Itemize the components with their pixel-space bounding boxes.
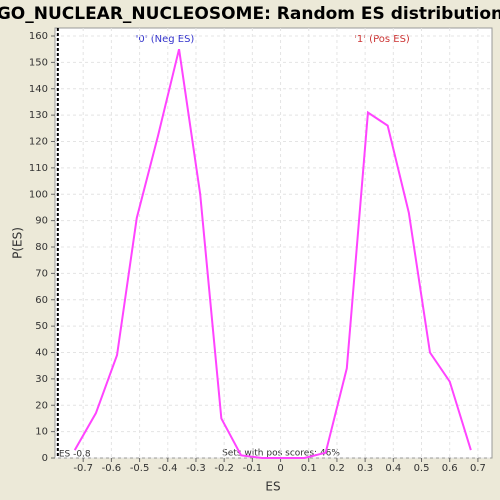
x-tick-label: -0.6	[102, 463, 122, 474]
y-tick-label: 50	[35, 321, 48, 332]
y-tick-label: 80	[35, 242, 48, 253]
x-tick-label: 0.2	[329, 463, 345, 474]
chart-title: GO_NUCLEAR_NUCLEOSOME: Random ES distrib…	[0, 4, 500, 24]
y-tick-label: 70	[35, 268, 48, 279]
x-tick-label: 0	[277, 463, 283, 474]
y-tick-label: 60	[35, 295, 48, 306]
pos-annotation: '1' (Pos ES)	[354, 34, 410, 45]
y-tick-label: 20	[35, 400, 48, 411]
es-marker-label: ES -0.8	[59, 450, 91, 460]
x-tick-label: 0.5	[414, 463, 430, 474]
x-tick-label: -0.5	[130, 463, 150, 474]
y-tick-label: 0	[42, 453, 48, 464]
y-tick-label: 150	[29, 57, 48, 68]
y-tick-label: 130	[29, 110, 48, 121]
y-tick-label: 160	[29, 31, 48, 42]
y-tick-label: 30	[35, 374, 48, 385]
y-tick-label: 10	[35, 427, 48, 438]
x-axis-label: ES	[265, 480, 280, 494]
x-tick-label: 0.6	[442, 463, 458, 474]
y-tick-label: 40	[35, 348, 48, 359]
x-tick-label: -0.4	[158, 463, 178, 474]
x-tick-label: 0.3	[357, 463, 373, 474]
footnote: Sets with pos scores: 46%	[222, 449, 340, 459]
es-line	[73, 48, 472, 459]
y-tick-label: 140	[29, 84, 48, 95]
y-axis-label: P(ES)	[11, 227, 25, 259]
x-tick-label: 0.1	[301, 463, 317, 474]
x-tick-label: -0.7	[73, 463, 93, 474]
x-tick-label: -0.2	[214, 463, 234, 474]
neg-annotation: '0' (Neg ES)	[136, 34, 195, 45]
y-tick-label: 100	[29, 189, 48, 200]
x-tick-label: 0.7	[470, 463, 486, 474]
plot-area	[54, 27, 493, 459]
y-tick-label: 120	[29, 137, 48, 148]
y-tick-label: 110	[29, 163, 48, 174]
x-tick-label: 0.4	[385, 463, 401, 474]
x-tick-label: -0.3	[186, 463, 206, 474]
x-tick-label: -0.1	[243, 463, 263, 474]
y-tick-label: 90	[35, 216, 48, 227]
